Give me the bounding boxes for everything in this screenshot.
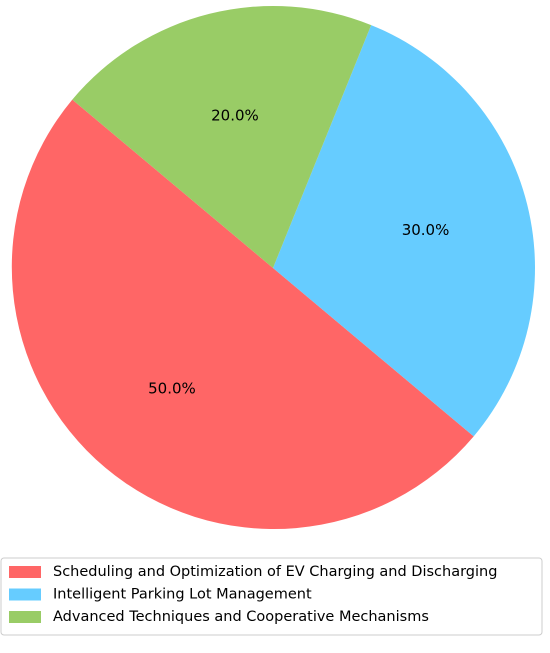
pie-percent-label-1: 50.0% [148, 379, 196, 397]
pie-percent-label-3: 20.0% [211, 106, 259, 124]
pie-percent-label-2: 30.0% [402, 221, 450, 239]
pie-percent-labels: 50.0% 30.0% 20.0% [148, 106, 449, 397]
legend-label-1: Scheduling and Optimization of EV Chargi… [53, 564, 497, 580]
legend-label-2: Intelligent Parking Lot Management [53, 587, 312, 603]
legend: Scheduling and Optimization of EV Chargi… [0, 557, 543, 636]
pie-slice-3 [72, 6, 372, 269]
legend-label-3: Advanced Techniques and Cooperative Mech… [53, 609, 429, 625]
pie-slice-2 [273, 25, 535, 437]
legend-swatch-2 [9, 588, 41, 601]
pie-slices [11, 6, 535, 530]
legend-swatch-1 [9, 566, 41, 578]
pie-slice-1 [11, 99, 474, 530]
legend-frame [0, 557, 543, 636]
legend-swatch-3 [9, 611, 41, 623]
legend-items: Scheduling and Optimization of EV Chargi… [9, 564, 497, 625]
